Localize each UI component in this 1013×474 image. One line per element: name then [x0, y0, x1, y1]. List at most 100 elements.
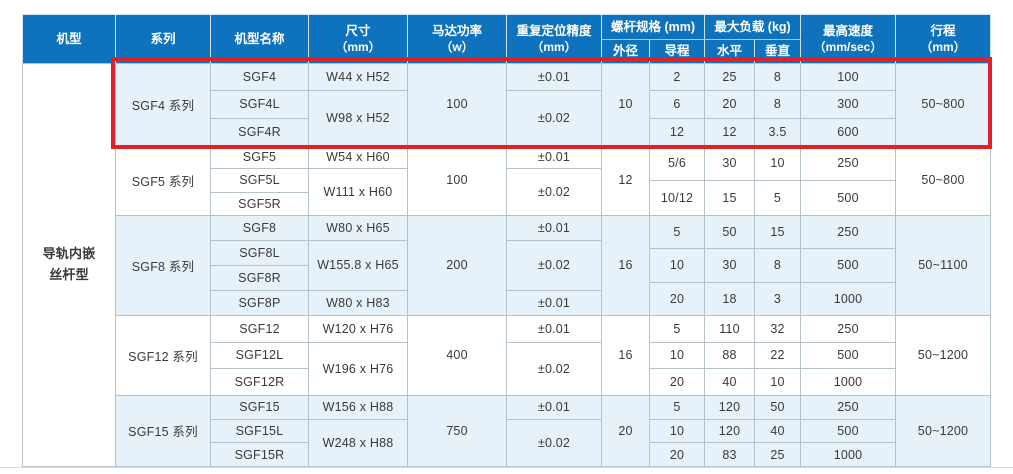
model-cell: SGF5R — [210, 191, 309, 216]
lead-cell: 20 — [649, 281, 705, 316]
table-row: SGF5R — [23, 191, 991, 216]
power-cell: 200 — [407, 214, 507, 316]
header-load-horizontal: 水平 — [704, 39, 755, 64]
stroke-cell: 50~1200 — [895, 314, 992, 396]
table-row: 10 30 8 500 — [23, 248, 991, 283]
table-row: SGF15L W248 x H88 ±0.02 10 120 40 500 — [23, 418, 991, 467]
accuracy-cell: ±0.02 — [506, 239, 602, 291]
speed-cell: 250 — [800, 214, 897, 250]
spec-table: 机型 系列 机型名称 尺寸 （mm） 马达功率 （w） 重复定位精度 （mm） … — [22, 14, 992, 467]
vertical-load-cell: 40 — [753, 418, 802, 444]
header-row: 机型 系列 机型名称 尺寸 （mm） 马达功率 （w） 重复定位精度 （mm） … — [22, 14, 992, 64]
dimension-cell: W120 x H76 — [308, 314, 408, 343]
header-screw-group: 螺杆规格 (mm) — [601, 14, 705, 40]
vertical-load-cell: 8 — [753, 62, 802, 92]
table-row: SGF15R 20 83 25 1000 — [23, 442, 991, 467]
vertical-load-cell: 25 — [753, 442, 802, 467]
series-cell: SGF4 系列 — [115, 63, 211, 146]
header-lead: 导程 — [649, 39, 705, 64]
header-size: 尺寸 （mm） — [308, 14, 408, 64]
dimension-cell: W196 x H76 — [308, 341, 408, 396]
horizontal-load-cell: 15 — [704, 179, 755, 216]
accuracy-cell: ±0.02 — [506, 90, 602, 146]
horizontal-load-cell: 83 — [704, 442, 755, 467]
lead-cell: 10 — [649, 341, 705, 370]
table-row: 10/12 15 5 500 — [23, 179, 991, 216]
power-cell: 100 — [407, 63, 507, 146]
model-cell: SGF15 — [210, 394, 309, 420]
speed-cell: 500 — [800, 418, 897, 444]
lead-cell: 10 — [649, 248, 705, 283]
lead-cell: 2 — [649, 62, 705, 92]
vertical-load-cell: 3.5 — [753, 117, 802, 146]
model-cell: SGF4R — [210, 117, 309, 146]
accuracy-cell: ±0.01 — [506, 214, 602, 241]
speed-cell: 100 — [800, 62, 897, 92]
vertical-load-cell: 8 — [753, 90, 802, 119]
accuracy-cell: ±0.02 — [506, 418, 602, 467]
header-speed-title: 最高速度 — [823, 23, 874, 38]
outer-diameter-cell: 20 — [601, 394, 650, 467]
dimension-cell: W111 x H60 — [308, 168, 408, 216]
model-cell: SGF5 — [210, 144, 309, 170]
vertical-load-cell: 10 — [753, 368, 802, 396]
vertical-load-cell: 5 — [753, 179, 802, 216]
series-cell: SGF5 系列 — [115, 144, 211, 216]
accuracy-cell: ±0.01 — [506, 314, 602, 343]
header-max-speed: 最高速度 （mm/sec） — [800, 14, 897, 64]
speed-cell: 500 — [800, 341, 897, 370]
power-cell: 750 — [407, 394, 507, 467]
table-row: SGF12 系列 SGF12 W120 x H76 400 ±0.01 16 5… — [23, 314, 992, 396]
vertical-load-cell: 8 — [753, 248, 802, 283]
model-cell: SGF4 — [210, 62, 309, 92]
vertical-load-cell: 32 — [753, 314, 802, 343]
header-stroke-unit: （mm） — [920, 40, 966, 55]
dimension-cell: W155.8 x H65 — [308, 239, 408, 291]
model-cell: SGF8 — [210, 214, 309, 241]
header-motor-power: 马达功率 （w） — [407, 14, 507, 64]
speed-cell: 1000 — [800, 368, 897, 396]
model-cell: SGF8P — [210, 289, 309, 316]
table-row: SGF8R — [23, 264, 991, 291]
lead-cell: 10 — [649, 418, 705, 444]
table-row: SGF5 系列 SGF5 W54 x H60 100 ±0.01 12 5/6 … — [23, 144, 992, 216]
table-row: 导轨内嵌 丝杆型 SGF4 系列 SGF4 W44 x H52 100 ±0.0… — [22, 62, 992, 467]
machine-type-line1: 导轨内嵌 — [42, 246, 96, 262]
speed-cell: 250 — [800, 314, 897, 343]
horizontal-load-cell: 120 — [704, 394, 755, 420]
page-divider-line — [0, 467, 1013, 468]
vertical-load-cell: 15 — [753, 214, 802, 250]
lead-cell: 5 — [649, 394, 705, 420]
power-cell: 100 — [407, 144, 507, 216]
lead-cell: 5/6 — [649, 144, 705, 181]
vertical-load-cell: 22 — [753, 341, 802, 370]
dimension-cell: W54 x H60 — [308, 144, 408, 170]
header-stroke-title: 行程 — [930, 23, 956, 38]
lead-cell: 5 — [649, 314, 705, 343]
header-outer-diameter: 外径 — [601, 39, 650, 64]
speed-cell: 250 — [800, 394, 897, 420]
lead-cell: 6 — [649, 90, 705, 119]
power-cell: 400 — [407, 314, 507, 396]
table-row: 20 18 3 1000 — [23, 281, 991, 316]
speed-cell: 250 — [800, 144, 897, 181]
header-load-vertical: 垂直 — [753, 39, 802, 64]
model-cell: SGF12R — [210, 368, 309, 396]
machine-type-line2: 丝杆型 — [49, 266, 89, 282]
horizontal-load-cell: 40 — [704, 368, 755, 396]
outer-diameter-cell: 16 — [601, 314, 650, 396]
horizontal-load-cell: 120 — [704, 418, 755, 444]
header-accuracy-unit: （mm） — [531, 40, 577, 55]
header-power-unit: （w） — [440, 40, 474, 55]
model-cell: SGF12 — [210, 314, 309, 343]
model-cell: SGF8L — [210, 239, 309, 266]
accuracy-cell: ±0.01 — [506, 144, 602, 170]
speed-cell: 500 — [800, 179, 897, 216]
table-header: 机型 系列 机型名称 尺寸 （mm） 马达功率 （w） 重复定位精度 （mm） … — [22, 14, 992, 64]
accuracy-cell: ±0.01 — [506, 394, 602, 420]
accuracy-cell: ±0.02 — [506, 168, 602, 216]
table-row: SGF8 系列 SGF8 W80 x H65 200 ±0.01 16 5 50… — [23, 214, 992, 316]
horizontal-load-cell: 50 — [704, 214, 755, 250]
lead-cell: 20 — [649, 442, 705, 467]
dimension-cell: W80 x H83 — [308, 289, 408, 316]
